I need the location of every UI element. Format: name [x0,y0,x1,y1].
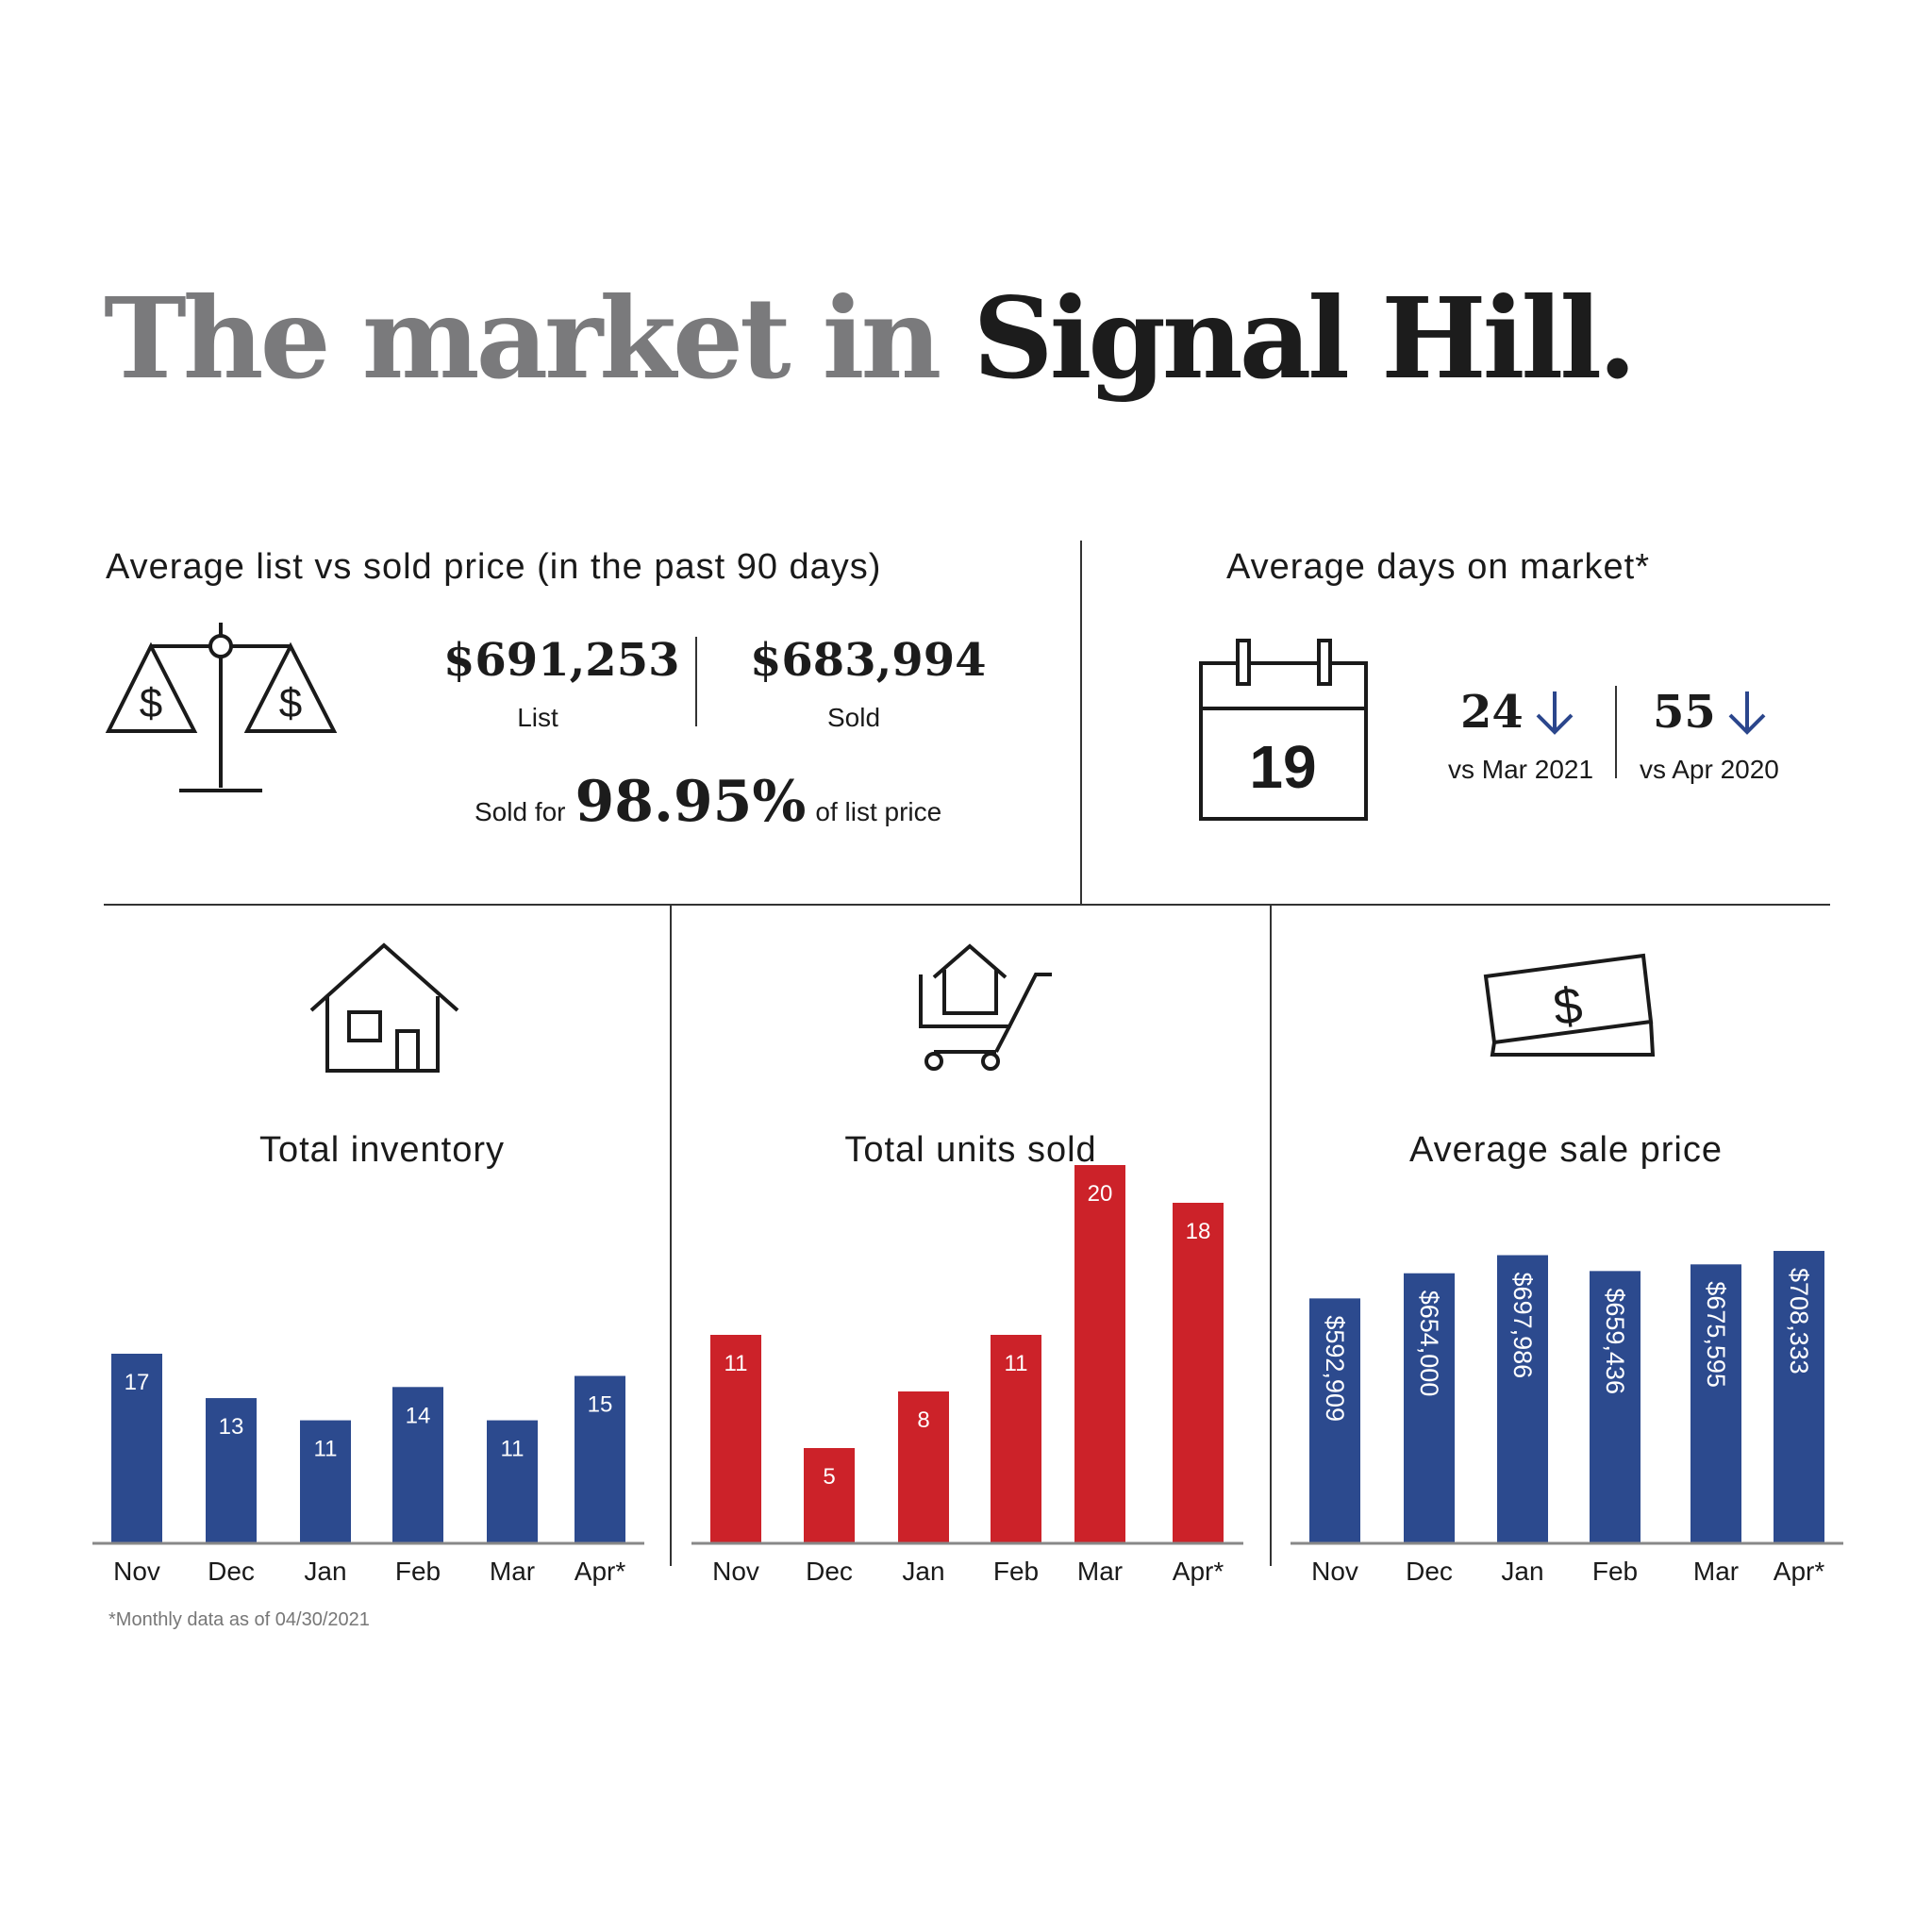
arrow-down-icon [1728,691,1766,735]
svg-text:$: $ [279,680,302,726]
list-price-label: List [517,703,558,732]
tick-label-0-feb: Feb [395,1557,441,1586]
calendar-value: 19 [1249,733,1316,801]
tick-label-2-dec: Dec [1406,1557,1453,1586]
bar-label-2-feb: $659,436 [1601,1288,1629,1394]
bar-label-2-apr: $708,333 [1785,1268,1813,1374]
bar-0-jan [300,1420,351,1542]
bar-2-dec [1404,1273,1455,1542]
bar-0-dec [206,1398,257,1542]
chart-divider-1 [670,906,672,1566]
bar-2-jan [1497,1255,1548,1542]
tick-label-1-apr: Apr* [1173,1557,1224,1586]
bar-1-mar [1074,1165,1125,1542]
title-part-1: The market in [104,273,941,404]
bar-1-feb [991,1335,1041,1542]
top-section-divider [1080,541,1082,904]
tick-label-1-jan: Jan [902,1557,944,1586]
bar-label-0-mar: 11 [501,1437,525,1462]
compare2-label: vs Apr 2020 [1640,755,1779,784]
bar-label-1-nov: 11 [724,1351,748,1376]
bar-0-mar [487,1420,538,1542]
chart-divider-2 [1270,906,1272,1566]
title-part-2: Signal Hill. [973,273,1637,404]
bar-0-nov [111,1354,162,1542]
tick-label-0-dec: Dec [208,1557,255,1586]
scale-icon: $ $ [105,623,338,792]
bar-label-2-mar: $675,595 [1702,1281,1730,1388]
sold-price-label: Sold [826,703,881,732]
footnote: *Monthly data as of 04/30/2021 [108,1609,370,1630]
tick-label-1-mar: Mar [1077,1557,1123,1586]
bar-2-mar [1690,1264,1741,1542]
bar-1-dec [804,1448,855,1542]
bar-label-1-apr: 18 [1186,1219,1211,1244]
sold-for-suffix: of list price [815,797,942,826]
days-divider [1615,686,1617,778]
bar-label-2-jan: $697,986 [1508,1273,1537,1379]
compare1-value: 24 [1460,686,1524,739]
section-divider [104,904,1830,906]
bar-2-nov [1309,1298,1360,1542]
bar-label-0-jan: 11 [314,1437,338,1462]
bar-label-2-dec: $654,000 [1415,1291,1443,1397]
tick-label-1-dec: Dec [806,1557,853,1586]
price-divider [695,637,697,726]
bar-label-1-dec: 5 [823,1464,835,1490]
money-icon: $ [1483,953,1656,1057]
bar-0-feb [392,1387,443,1542]
calendar-icon: 19 [1199,639,1368,821]
bar-label-1-jan: 8 [917,1407,929,1433]
bar-label-2-nov: $592,909 [1321,1315,1349,1422]
bar-label-0-feb: 14 [406,1403,431,1428]
sold-for-prefix: Sold for [475,797,566,826]
tick-label-2-feb: Feb [1592,1557,1638,1586]
bar-1-nov [710,1335,761,1542]
bar-label-1-mar: 20 [1088,1181,1113,1207]
bar-label-0-apr: 15 [588,1392,613,1418]
tick-label-0-apr: Apr* [575,1557,626,1586]
sold-for-line: Sold for 98.95% of list price [475,769,941,835]
bar-1-jan [898,1391,949,1542]
bar-2-apr [1774,1251,1824,1542]
compare1-label: vs Mar 2021 [1448,755,1594,784]
chart-title-avg-price: Average sale price [1408,1130,1724,1170]
tick-label-0-nov: Nov [113,1557,160,1586]
days-heading: Average days on market* [1226,547,1650,587]
tick-label-2-mar: Mar [1693,1557,1739,1586]
bar-0-apr [575,1375,625,1542]
tick-label-0-jan: Jan [304,1557,346,1586]
compare2-value: 55 [1653,686,1716,739]
sold-price-value: $683,994 [750,634,987,687]
arrow-down-icon [1536,691,1574,735]
tick-label-2-apr: Apr* [1774,1557,1825,1586]
chart-title-units-sold: Total units sold [844,1130,1097,1170]
chart-title-inventory: Total inventory [258,1130,505,1170]
house-icon [309,942,459,1073]
bar-2-feb [1590,1271,1641,1542]
cart-house-icon [919,943,1052,1071]
tick-label-1-feb: Feb [993,1557,1039,1586]
bar-label-0-dec: 13 [219,1414,244,1440]
tick-label-2-jan: Jan [1501,1557,1543,1586]
bar-1-apr [1173,1203,1224,1542]
bar-label-1-feb: 11 [1005,1351,1028,1376]
tick-label-0-mar: Mar [490,1557,535,1586]
page-title: The market in Signal Hill. [104,283,1637,394]
tick-label-2-nov: Nov [1311,1557,1358,1586]
price-heading: Average list vs sold price (in the past … [106,547,882,587]
tick-label-1-nov: Nov [712,1557,759,1586]
sold-for-percent: 98.95% [575,769,807,835]
svg-text:$: $ [140,680,162,726]
bar-label-0-nov: 17 [125,1370,150,1395]
svg-text:$: $ [1550,976,1585,1036]
